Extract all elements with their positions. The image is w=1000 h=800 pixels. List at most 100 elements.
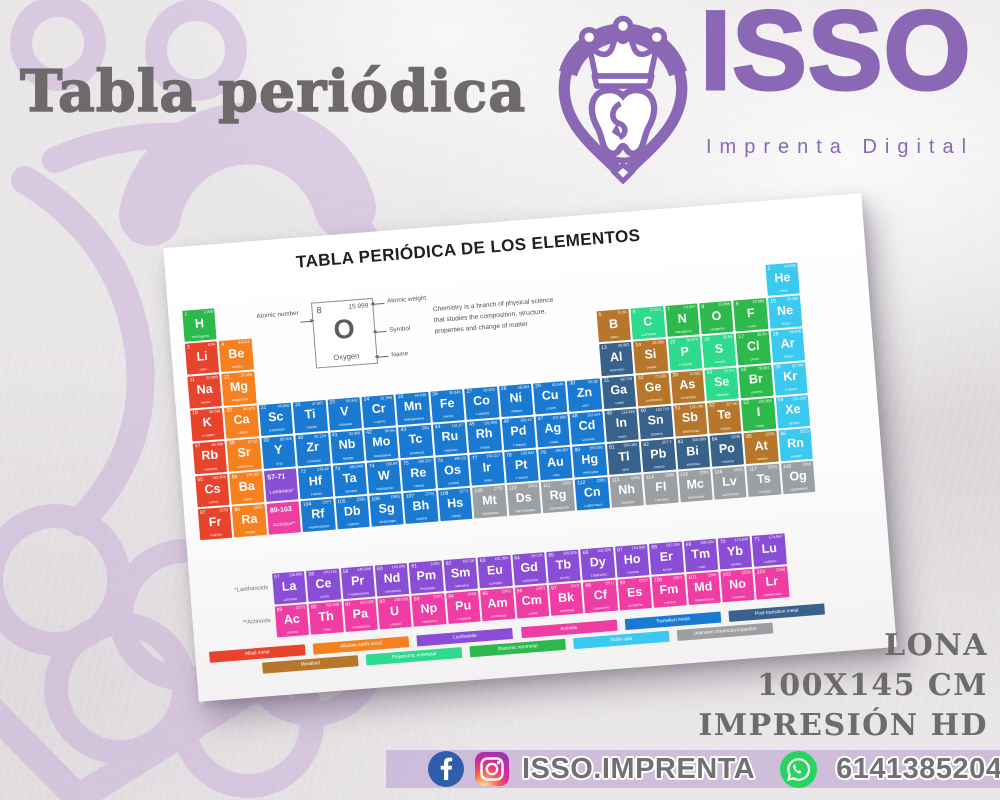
atomic-number: 2 <box>767 265 771 272</box>
element-name: Tantalio <box>343 488 358 494</box>
element-cell-V: 23 50.942 V Vanadio <box>327 396 362 431</box>
element-cell-Th: 90 232.038 Th Torio <box>308 601 344 636</box>
element-cell-Eu: 63 151.964 Eu Europio <box>477 554 513 589</box>
atomic-number: 9 <box>735 300 739 308</box>
product-specs: LONA 100X145 CM IMPRESIÓN HD <box>698 626 988 746</box>
atomic-weight: (145) <box>430 561 440 567</box>
element-symbol: Gd <box>519 559 539 575</box>
element-symbol: Sg <box>377 500 396 516</box>
element-symbol: Si <box>643 346 657 362</box>
element-cell-Fl: 114 (289) Fl Flerovio <box>643 471 679 506</box>
element-symbol: Mc <box>685 476 705 492</box>
placeholder-range: 57-71 <box>267 473 286 482</box>
key-label-symbol: Symbol <box>389 325 411 334</box>
atomic-number: 97 <box>550 585 557 592</box>
element-symbol: Re <box>409 464 427 480</box>
element-symbol: At <box>754 437 769 453</box>
element-name: Kriptón <box>785 387 798 393</box>
element-name: Nobelio <box>731 594 746 600</box>
atomic-weight: 168.934 <box>700 539 715 545</box>
atomic-weight: (237) <box>433 594 443 600</box>
element-key-box: 8 15.999 O Oxygen <box>310 297 378 369</box>
atomic-weight: 55.845 <box>448 389 461 395</box>
lanthanoids-row-label: *Lanthanoids <box>234 584 269 594</box>
element-cell-Y: 39 88.906 Y Itrio <box>261 435 296 469</box>
element-cell-Dy: 66 162.500 Dy Disprosio <box>580 546 616 581</box>
atomic-weight: (270) <box>425 491 435 497</box>
atomic-weight: 186.207 <box>417 458 432 464</box>
chemistry-description: Chemistry is a branch of physical scienc… <box>433 293 595 338</box>
element-symbol: Ag <box>543 420 562 437</box>
element-name: Seaborgio <box>378 519 397 525</box>
element-cell-S: 16 32.06 S Azufre <box>701 334 737 368</box>
element-cell-Ni: 28 58.693 Ni Níquel <box>498 383 534 417</box>
atomic-weight: 178.49 <box>316 466 329 472</box>
element-symbol: Hg <box>580 451 599 467</box>
spec-size: 100X145 CM <box>756 667 988 703</box>
element-symbol: Db <box>343 503 362 519</box>
element-name: Telurio <box>719 426 732 431</box>
element-symbol: Se <box>713 374 730 390</box>
element-cell-H: 1 1.008 H Hidrógeno <box>182 308 217 342</box>
atomic-weight: (222) <box>799 429 809 434</box>
element-cell-Ne: 10 20.180 Ne Neón <box>767 295 803 330</box>
atomic-weight: 232.038 <box>325 602 340 608</box>
atomic-weight: 173.045 <box>734 537 749 543</box>
element-name: Holmio <box>627 569 640 575</box>
atomic-number: 20 <box>226 407 233 414</box>
atomic-number: 73 <box>334 465 341 472</box>
element-cell-Xe: 54 131.293 Xe Xenón <box>775 394 811 429</box>
element-name: Californio <box>593 605 610 611</box>
element-cell-Ta: 73 180.948 Ta Tantalio <box>332 463 368 497</box>
atomic-weight: 35.45 <box>756 332 767 338</box>
element-symbol: Be <box>227 345 245 362</box>
element-name: Iterbio <box>730 561 742 567</box>
element-name: Magnesio <box>231 397 249 403</box>
element-cell-Os: 76 190.23 Os Osmio <box>435 454 471 489</box>
element-name: Talio <box>620 467 630 472</box>
element-symbol: V <box>339 404 350 419</box>
element-cell-Ac: 89 (227) Ac Actinio <box>274 604 310 638</box>
element-name: Arsénico <box>680 395 696 401</box>
atomic-number: 85 <box>745 433 752 440</box>
element-cell-Tc: 43 (98) Tc Tecnecio <box>398 424 434 459</box>
element-symbol: Pt <box>514 456 528 472</box>
element-symbol: Pm <box>416 567 437 583</box>
atomic-weight: 15.999 <box>718 302 730 307</box>
element-name: Oganesón <box>790 486 808 492</box>
key-atomic-weight: 15.999 <box>348 302 369 311</box>
key-label-atomic-number: Atomic number <box>256 309 300 321</box>
element-cell-Lv: 116 (293) Lv Livermorio <box>712 466 747 501</box>
element-name: Osmio <box>447 480 460 486</box>
element-name: Mercurio <box>583 469 599 475</box>
element-cell-Sg: 106 (269) Sg Seaborgio <box>369 493 405 528</box>
element-name: Hasio <box>451 513 462 519</box>
element-cell-Mt: 109 (278) Mt Meitnerio <box>472 485 507 519</box>
element-symbol: Lr <box>765 573 779 589</box>
atomic-weight: 51.996 <box>380 395 393 401</box>
atomic-weight: 126.904 <box>758 398 773 404</box>
atomic-number: 76 <box>437 457 444 464</box>
element-cell-U: 92 238.029 U Uranio <box>377 596 413 630</box>
element-symbol: Os <box>443 462 462 478</box>
atomic-number: 70 <box>719 538 726 545</box>
key-atomic-number: 8 <box>316 304 322 316</box>
atomic-number: 54 <box>777 397 784 404</box>
atomic-number: 22 <box>294 401 301 409</box>
element-cell-Zn: 30 65.38 Zn Zinc <box>567 377 602 412</box>
element-symbol: Ac <box>283 611 301 627</box>
element-name: Selenio <box>716 392 730 398</box>
atomic-number: 92 <box>379 598 386 605</box>
atomic-weight: (252) <box>638 578 649 584</box>
key-symbol: O <box>332 313 356 345</box>
atomic-weight: (209) <box>731 434 741 440</box>
atomic-weight: (290) <box>699 470 709 475</box>
element-name: Paladio <box>513 442 526 447</box>
element-cell-Ba: 56 137.327 Ba Bario <box>229 471 265 505</box>
atomic-number: 78 <box>505 451 512 459</box>
atomic-weight: 47.867 <box>311 400 324 406</box>
element-name: Oxígeno <box>710 326 725 332</box>
element-cell-Ga: 31 69.723 Ga Galio <box>601 375 637 409</box>
element-symbol: O <box>711 308 722 324</box>
atomic-number: 58 <box>308 570 315 578</box>
